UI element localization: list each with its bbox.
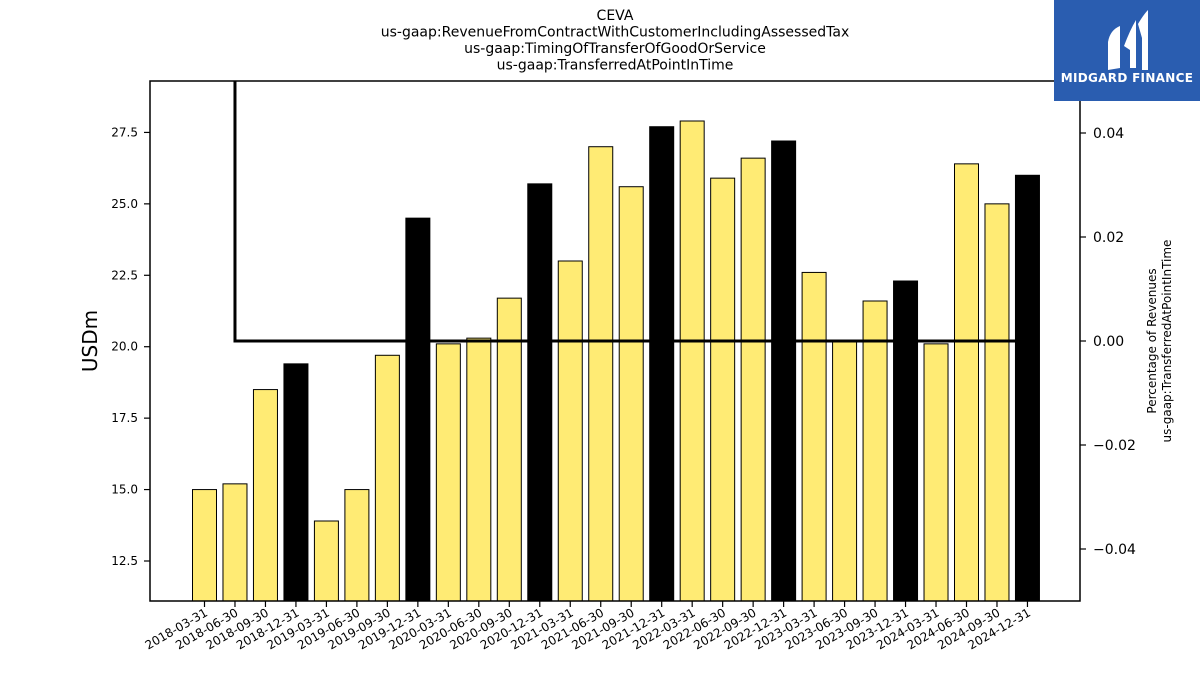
y2-tick-label: −0.02 xyxy=(1093,438,1136,454)
y2-tick-label: 0.02 xyxy=(1093,230,1124,246)
bar xyxy=(222,483,248,602)
bar xyxy=(862,300,888,602)
bar xyxy=(252,389,278,602)
y2-tick-label: 0.00 xyxy=(1093,334,1124,350)
bar xyxy=(1014,174,1040,602)
bar xyxy=(740,157,766,602)
chart-title-line: CEVA xyxy=(597,8,634,24)
bar xyxy=(893,280,919,602)
y-tick-label: 15.0 xyxy=(111,483,138,497)
bar xyxy=(618,186,644,602)
y2-tick-label: 0.04 xyxy=(1093,126,1124,142)
y-tick-label: 17.5 xyxy=(111,411,138,425)
y-axis-label: USDm xyxy=(78,310,102,372)
midgard-finance-logo: MIDGARD FINANCE xyxy=(1054,0,1200,101)
bar xyxy=(466,337,492,602)
bar xyxy=(649,126,675,602)
chart-title-line: us-gaap:RevenueFromContractWithCustomerI… xyxy=(381,25,850,41)
bars xyxy=(192,120,1040,602)
y-tick-label: 25.0 xyxy=(111,197,138,211)
chart-title-line: us-gaap:TransferredAtPointInTime xyxy=(497,58,734,74)
bar xyxy=(954,163,979,602)
logo-text: MIDGARD FINANCE xyxy=(1061,71,1193,85)
bar xyxy=(527,183,553,602)
logo-mark-icon xyxy=(1108,10,1148,70)
y2-tick-label: −0.04 xyxy=(1093,542,1136,558)
bar xyxy=(923,343,949,602)
bar xyxy=(313,520,339,602)
y-tick-label: 22.5 xyxy=(111,268,138,282)
x-axis: 2018-03-312018-06-302018-09-302018-12-31… xyxy=(143,601,1033,652)
y-tick-label: 12.5 xyxy=(111,554,138,568)
bar xyxy=(710,177,736,602)
bar xyxy=(679,120,705,602)
bar xyxy=(984,203,1010,602)
bar xyxy=(283,363,309,602)
bar xyxy=(344,489,370,602)
y-axis-right: −0.04 −0.02 0.00 0.02 0.04 xyxy=(1080,126,1136,558)
y-axis-left: 12.5 15.0 17.5 20.0 22.5 25.0 27.5 xyxy=(111,125,150,568)
bar xyxy=(435,343,461,602)
logo-background xyxy=(1054,0,1200,101)
bar xyxy=(496,297,522,602)
bar xyxy=(405,217,431,602)
bar xyxy=(801,271,827,602)
bar xyxy=(832,340,858,602)
y-tick-label: 20.0 xyxy=(111,340,138,354)
chart-title-line: us-gaap:TimingOfTransferOfGoodOrService xyxy=(464,41,766,57)
y2-axis-label-line: Percentage of Revenues xyxy=(1145,268,1159,413)
bar xyxy=(771,140,797,602)
bar xyxy=(374,354,400,602)
bar xyxy=(588,146,614,602)
y-tick-label: 27.5 xyxy=(111,125,138,139)
percentage-line-path xyxy=(233,81,1028,343)
percentage-line xyxy=(233,81,1028,343)
y2-axis-label-line: us-gaap:TransferredAtPointInTime xyxy=(1160,240,1174,443)
bar xyxy=(557,260,583,602)
y2-axis-label: Percentage of Revenues us-gaap:Transferre… xyxy=(1145,240,1174,443)
chart-title: CEVAus-gaap:RevenueFromContractWithCusto… xyxy=(381,8,850,74)
bar xyxy=(192,489,217,602)
